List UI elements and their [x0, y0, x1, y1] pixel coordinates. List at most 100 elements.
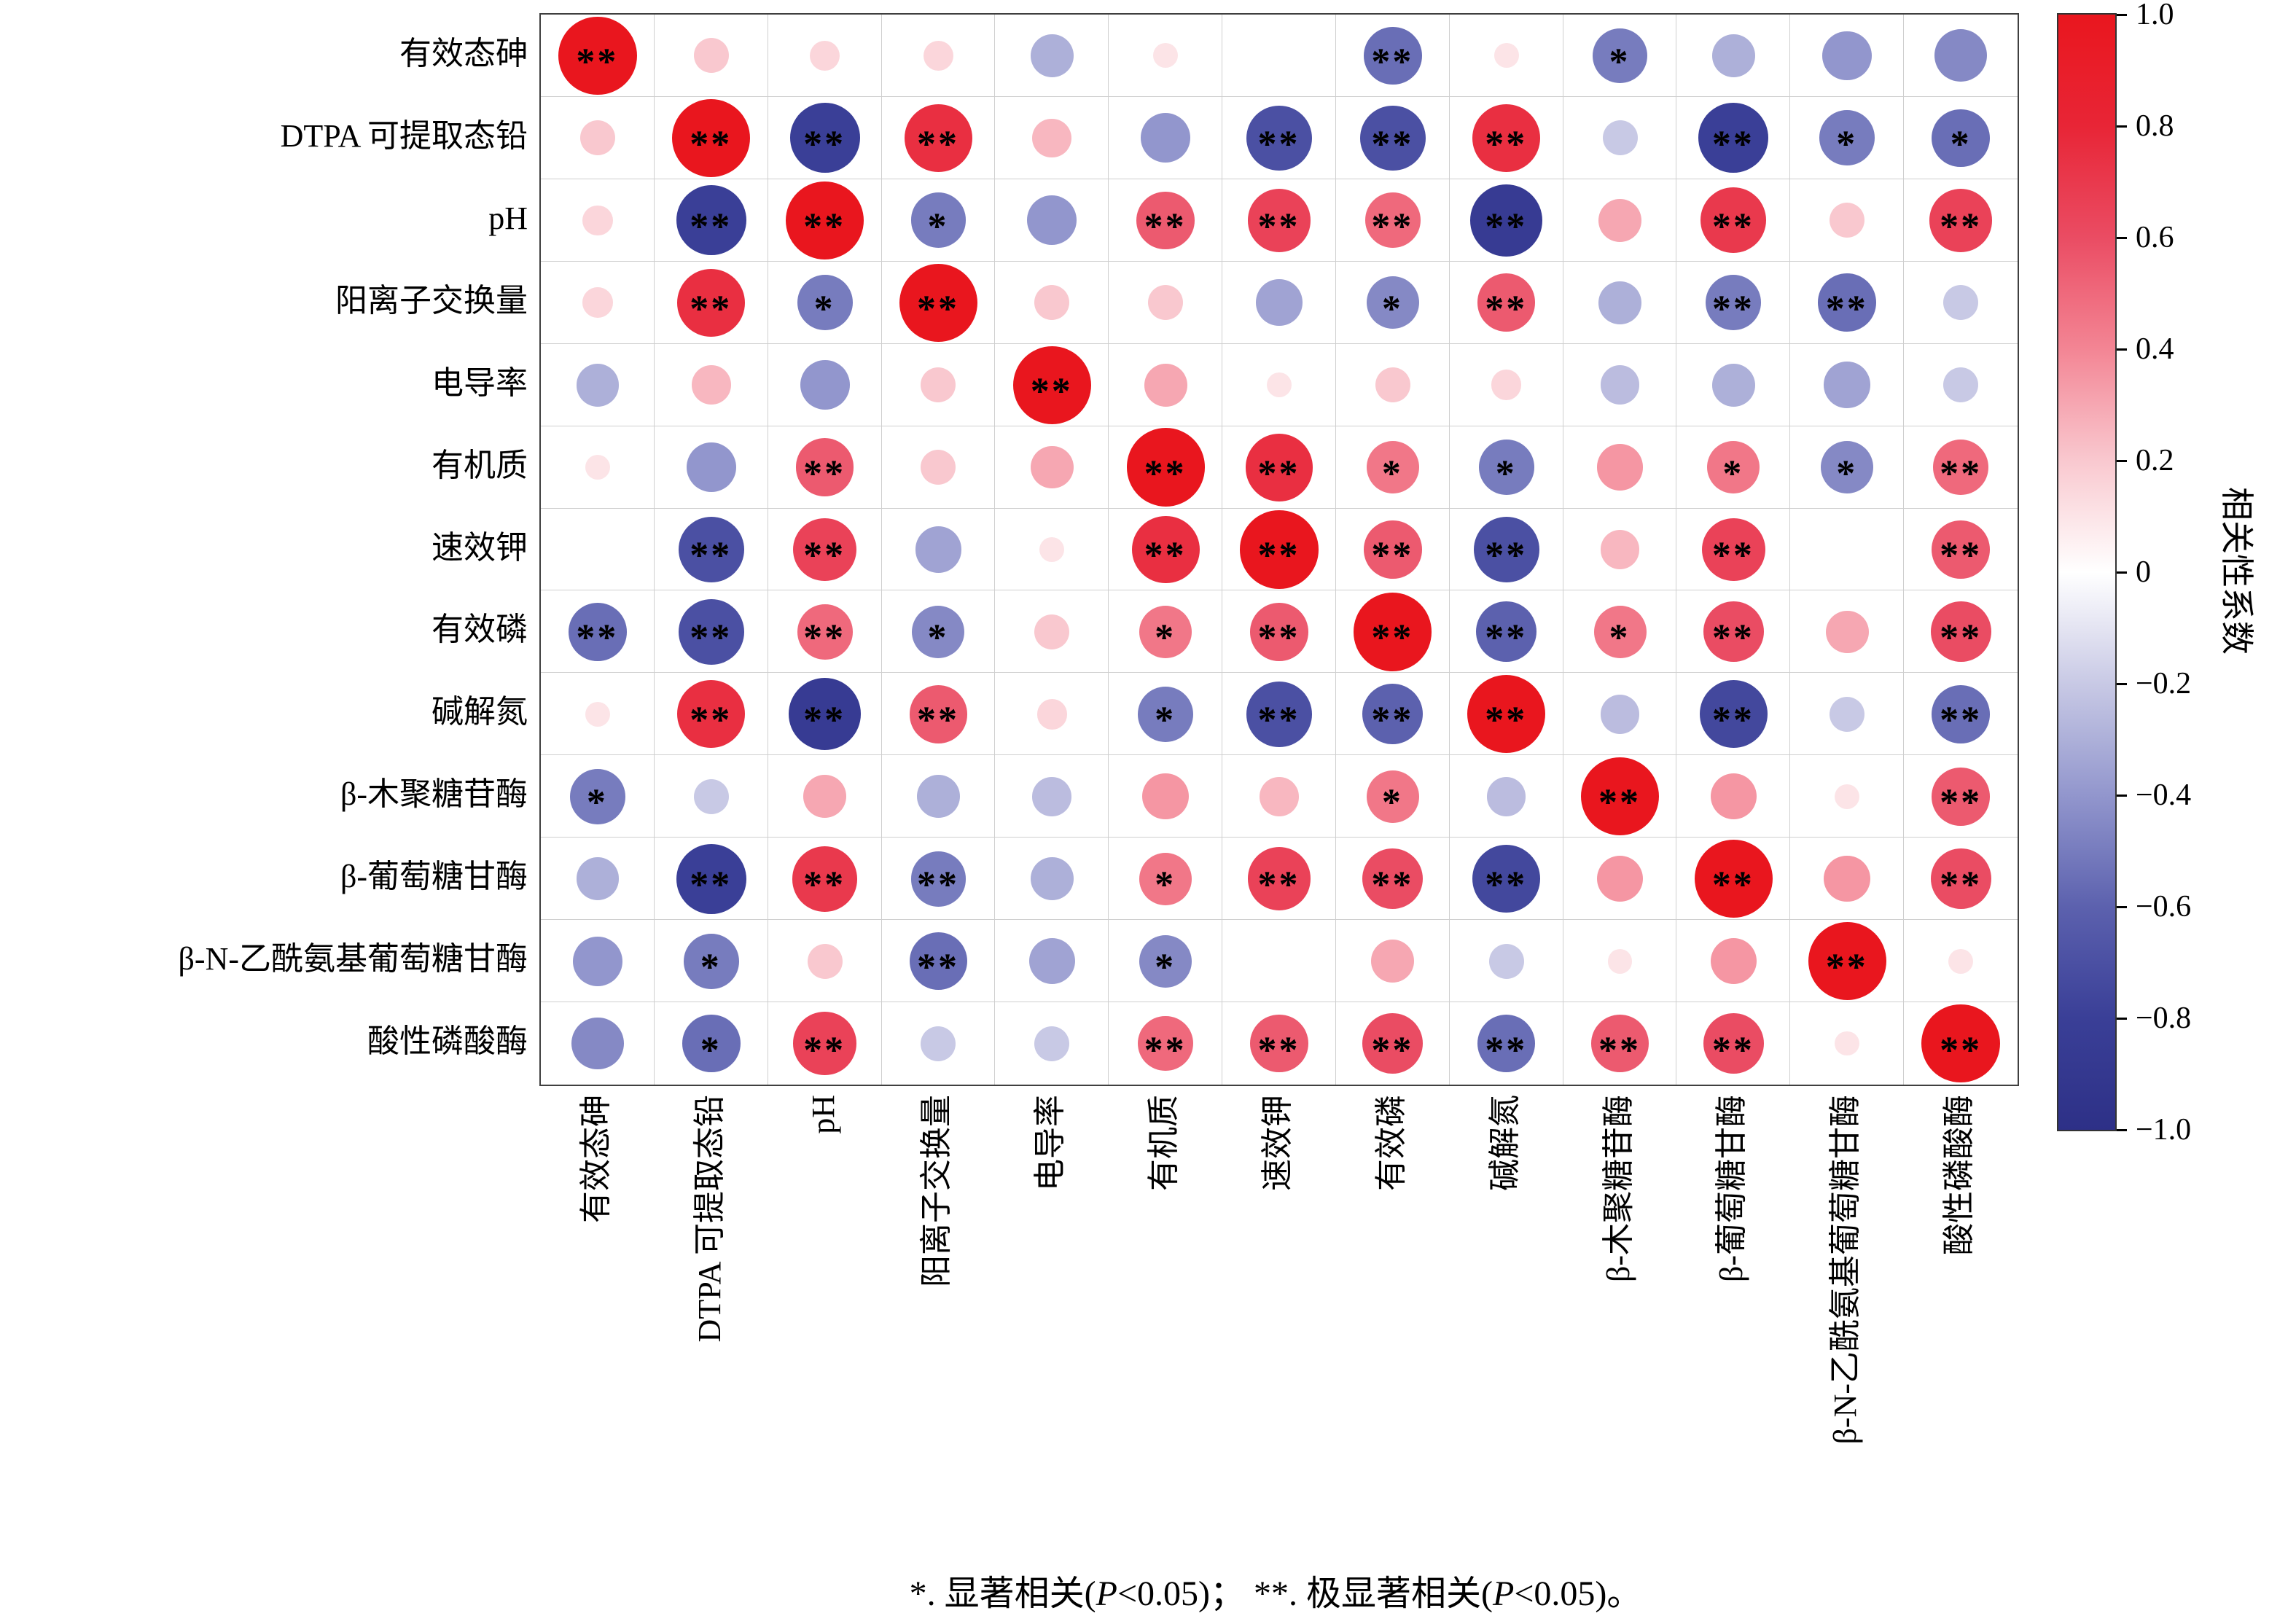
- significance-mark: **: [916, 946, 959, 988]
- significance-mark: *: [927, 617, 949, 659]
- significance-mark: *: [1155, 699, 1176, 741]
- corr-cell: [1449, 920, 1563, 1003]
- corr-cell: **: [654, 508, 768, 591]
- corr-circle: [1256, 279, 1303, 326]
- corr-cell: [1109, 343, 1223, 426]
- corr-cell: **: [1335, 673, 1450, 756]
- corr-circle: [1921, 1004, 2000, 1083]
- corr-cell: [995, 920, 1109, 1003]
- corr-circle: [1493, 43, 1519, 69]
- corr-cell: [654, 15, 768, 97]
- corr-circle: [1366, 441, 1419, 494]
- corr-cell: **: [1676, 590, 1791, 674]
- row-label: 有机质: [432, 447, 528, 483]
- corr-cell: [1222, 920, 1336, 1003]
- corr-circle: [807, 943, 843, 979]
- corr-circle: [1821, 441, 1874, 494]
- significance-mark: **: [1257, 699, 1300, 741]
- corr-cell: [1790, 1002, 1905, 1085]
- corr-circle: [1488, 943, 1524, 979]
- significance-mark: **: [1257, 452, 1300, 494]
- corr-cell: *: [1335, 426, 1450, 509]
- corr-circle: [677, 268, 746, 337]
- significance-mark: **: [1371, 41, 1414, 83]
- significance-mark: **: [576, 617, 619, 659]
- corr-circle: [792, 846, 858, 912]
- corr-circle: [1139, 852, 1192, 905]
- corr-circle: [793, 518, 856, 582]
- corr-cell: [654, 343, 768, 426]
- significance-mark: **: [690, 288, 733, 330]
- significance-mark: **: [1257, 1028, 1300, 1071]
- corr-circle: [1830, 696, 1865, 732]
- significance-mark: *: [1722, 452, 1744, 494]
- corr-circle: [1141, 113, 1191, 163]
- corr-cell: [1904, 344, 2018, 426]
- corr-cell: **: [1676, 261, 1791, 344]
- corr-circle: [691, 365, 731, 405]
- corr-circle: [1930, 601, 1991, 663]
- corr-circle: [1477, 273, 1536, 332]
- significance-mark: **: [1485, 123, 1528, 165]
- significance-mark: **: [1257, 617, 1300, 659]
- corr-circle: [1153, 43, 1179, 69]
- colorbar-tick: [2117, 1128, 2127, 1131]
- corr-cell: **: [768, 673, 882, 756]
- corr-circle: [1142, 773, 1189, 820]
- corr-cell: [881, 343, 996, 426]
- corr-cell: [541, 426, 655, 509]
- colorbar-tick: [2117, 1017, 2127, 1020]
- corr-cell: *: [654, 920, 768, 1003]
- corr-cell: [881, 755, 996, 838]
- corr-circle: [1835, 1031, 1860, 1056]
- corr-cell: [1449, 343, 1563, 426]
- corr-cell: [1563, 508, 1677, 591]
- significance-mark: *: [1950, 123, 1972, 165]
- corr-cell: **: [768, 508, 882, 591]
- corr-circle: [1711, 363, 1755, 407]
- corr-cell: *: [1109, 920, 1223, 1003]
- corr-circle: [1240, 510, 1319, 589]
- corr-circle: [1835, 784, 1860, 809]
- corr-cell: **: [1449, 673, 1563, 756]
- significance-mark: **: [1371, 617, 1414, 659]
- corr-cell: **: [654, 96, 768, 179]
- corr-cell: [1222, 15, 1336, 97]
- corr-cell: [881, 508, 996, 591]
- colorbar-tick-label: −1.0: [2136, 1113, 2192, 1147]
- corr-circle: [582, 205, 613, 236]
- corr-cell: **: [654, 179, 768, 262]
- corr-circle: [1477, 1014, 1536, 1073]
- corr-cell: [541, 96, 655, 179]
- col-label: β-葡萄糖甘酶: [1714, 1095, 1750, 1283]
- corr-circle: [1596, 855, 1644, 902]
- corr-circle: [1144, 363, 1187, 407]
- corr-circle: [1600, 530, 1640, 569]
- corr-circle: [693, 778, 729, 814]
- corr-cell: [1676, 15, 1791, 97]
- corr-cell: **: [1449, 508, 1563, 591]
- colorbar-tick-label: 1.0: [2136, 0, 2174, 31]
- significance-mark: **: [803, 452, 846, 494]
- row-label: 碱解氮: [432, 694, 528, 730]
- corr-cell: *: [881, 179, 996, 262]
- corr-cell: *: [881, 590, 996, 674]
- colorbar-tick: [2117, 125, 2127, 128]
- significance-mark: **: [1144, 452, 1187, 494]
- corr-circle: [1364, 520, 1422, 579]
- significance-mark: **: [690, 123, 733, 165]
- significance-mark: **: [1371, 864, 1414, 906]
- corr-circle: [1707, 441, 1760, 494]
- colorbar-tick-label: 0.8: [2136, 109, 2174, 143]
- significance-mark: **: [1940, 699, 1983, 741]
- corr-circle: [1824, 362, 1870, 408]
- corr-cell: **: [768, 179, 882, 262]
- corr-circle: [1593, 605, 1647, 658]
- significance-mark: **: [1030, 370, 1073, 412]
- significance-mark: **: [1485, 699, 1528, 741]
- corr-circle: [1034, 285, 1070, 321]
- significance-mark: *: [1495, 452, 1517, 494]
- corr-circle: [1375, 367, 1410, 403]
- significance-mark: **: [1825, 288, 1868, 330]
- corr-cell: *: [1109, 838, 1223, 921]
